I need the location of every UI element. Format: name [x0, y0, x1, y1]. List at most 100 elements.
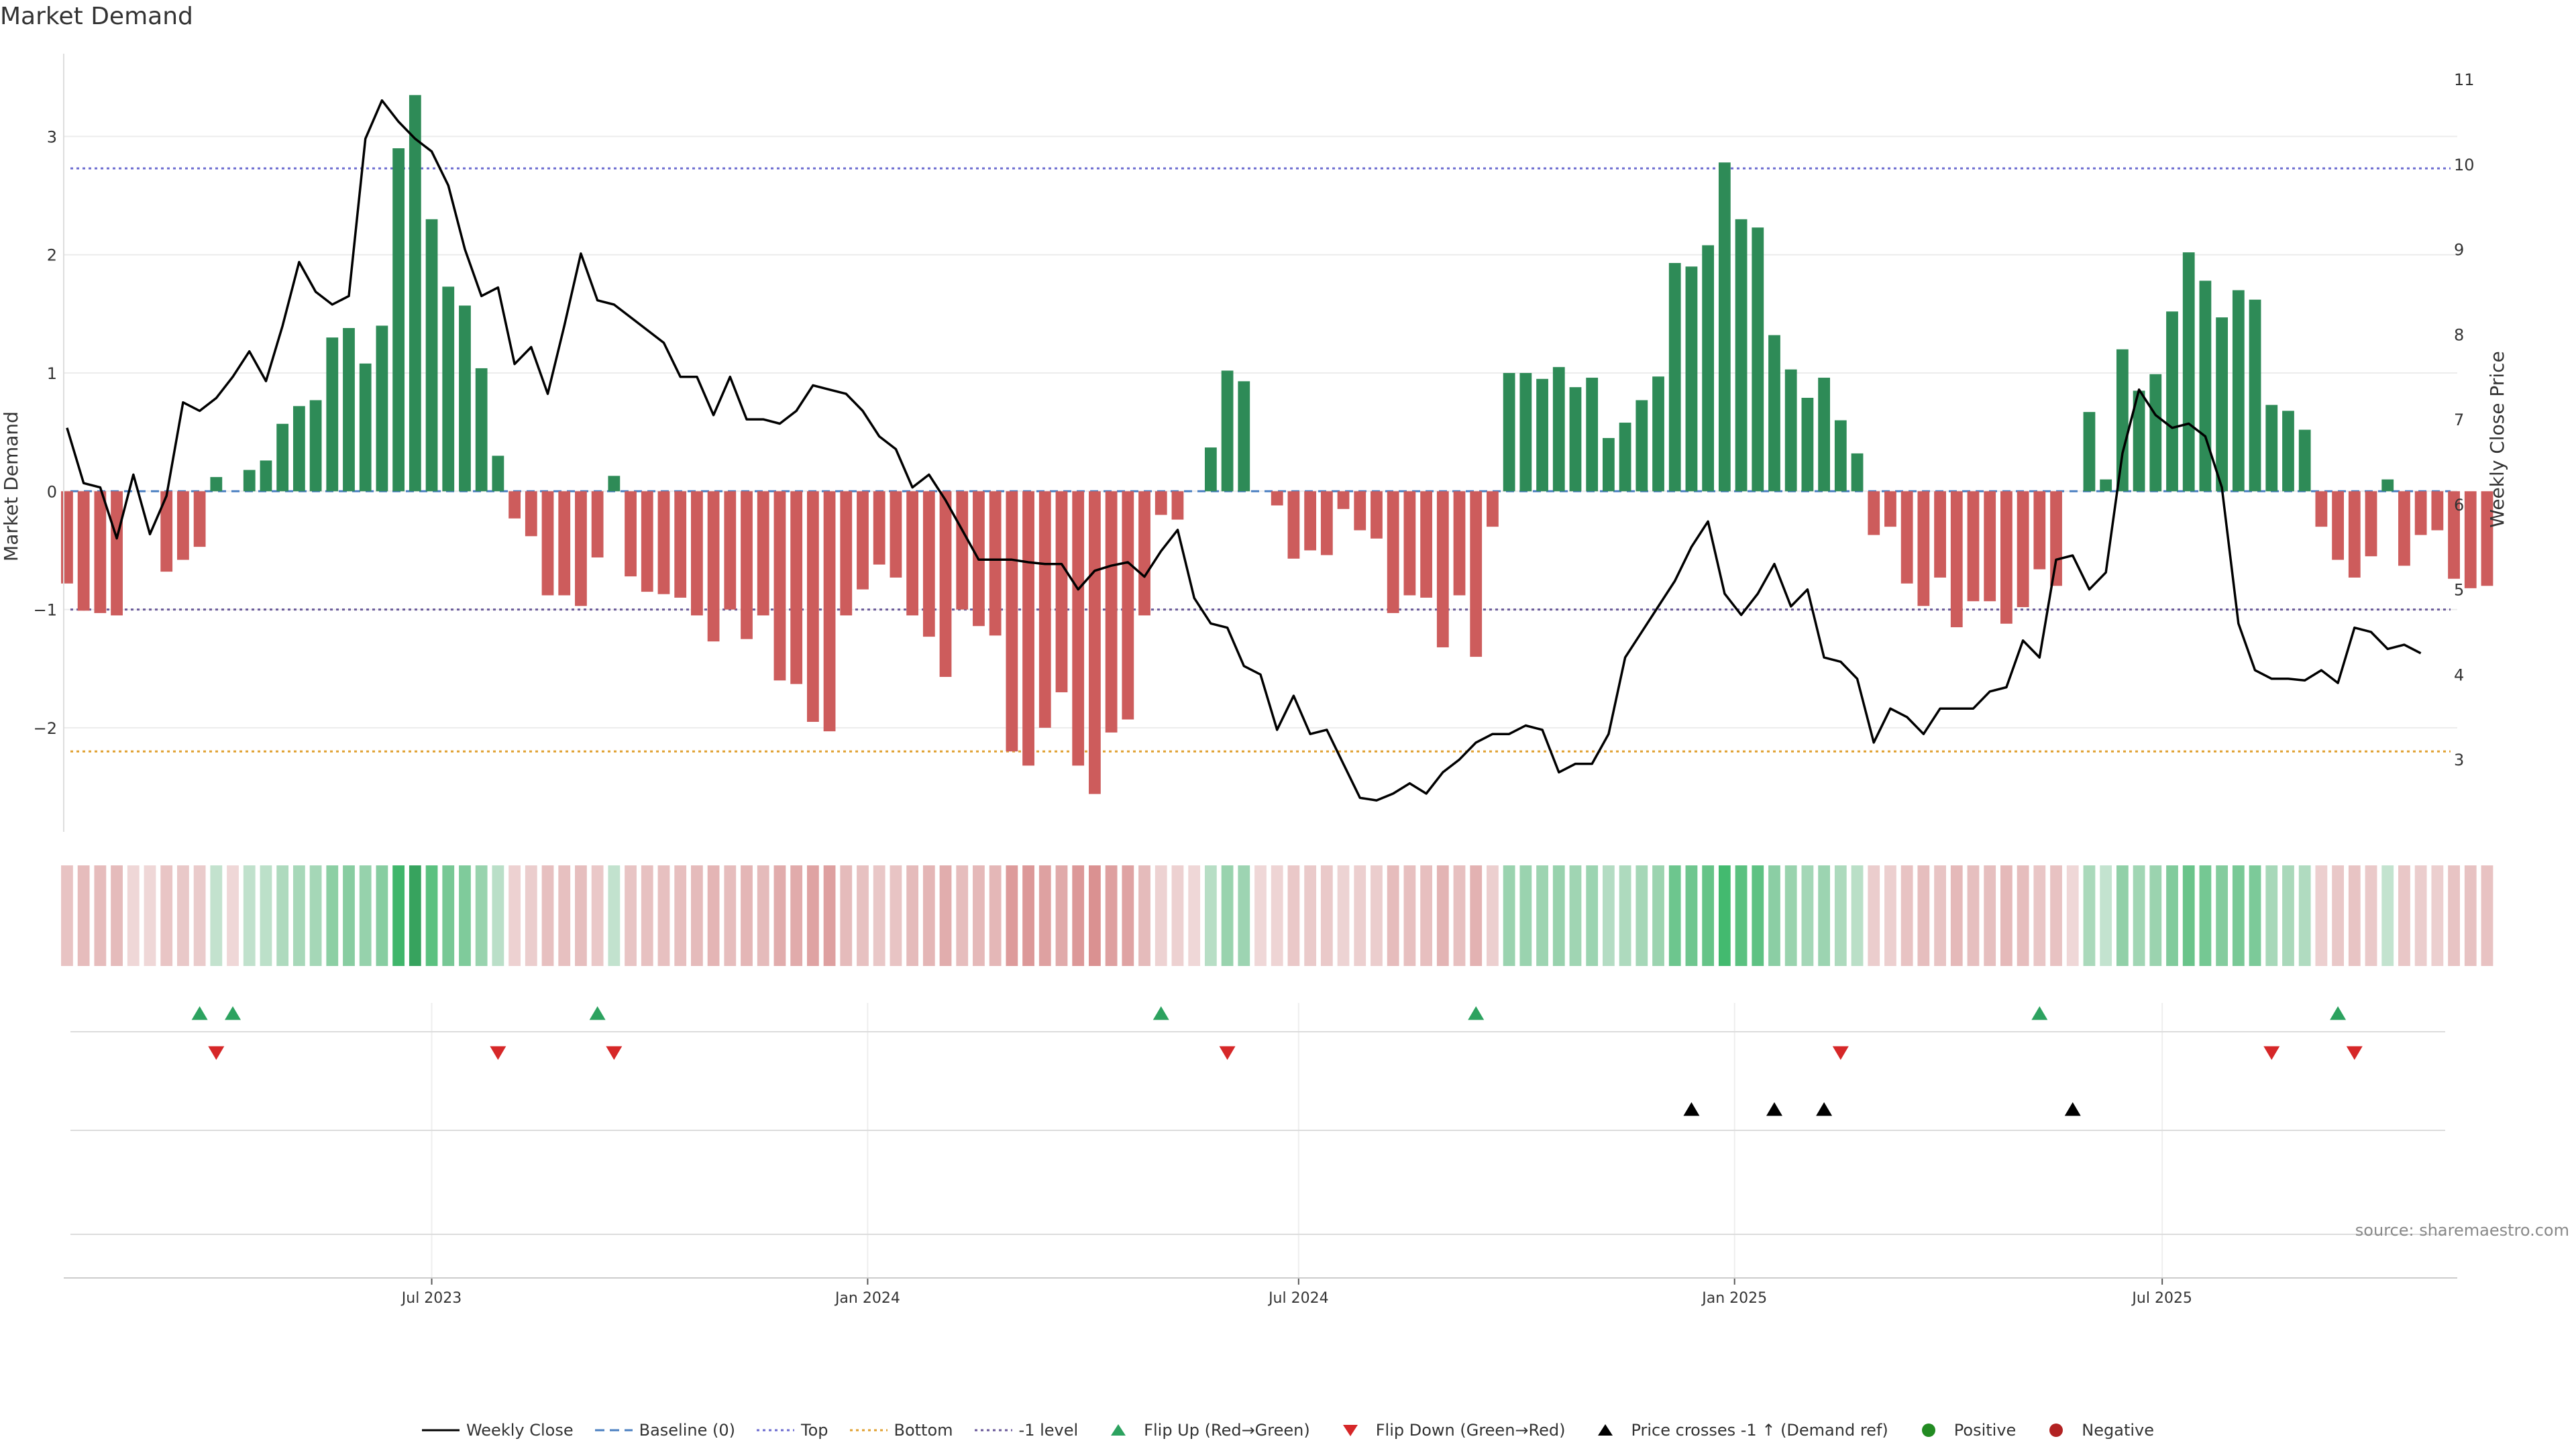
heat-cell	[1006, 865, 1018, 966]
demand-bar	[459, 305, 471, 492]
heat-cell	[1204, 865, 1217, 966]
heat-cell	[210, 865, 223, 966]
demand-bar	[1238, 381, 1250, 492]
demand-bar	[1006, 491, 1018, 752]
flip-up-marker	[1152, 1006, 1169, 1020]
demand-bar	[2100, 479, 2112, 492]
flip-down-marker	[1832, 1046, 1849, 1060]
demand-bar	[690, 491, 703, 616]
heat-cell	[1768, 865, 1780, 966]
heat-cell	[1089, 865, 1101, 966]
heat-cell	[409, 865, 421, 966]
demand-bar	[806, 491, 819, 722]
demand-bar	[922, 491, 935, 637]
heat-cell	[1784, 865, 1797, 966]
heat-cell	[591, 865, 604, 966]
heat-cell	[575, 865, 587, 966]
heat-cell	[525, 865, 537, 966]
demand-bar	[1403, 491, 1416, 596]
heat-cell	[2481, 865, 2493, 966]
demand-bar	[243, 470, 256, 492]
heat-cell	[806, 865, 819, 966]
demand-bar	[61, 491, 73, 584]
demand-bar	[890, 491, 902, 578]
demand-bar	[1271, 491, 1283, 506]
y2-axis-label: Weekly Close Price	[2486, 351, 2508, 527]
demand-bar	[1569, 387, 1582, 492]
legend-label: Positive	[1953, 1421, 2017, 1440]
heat-cell	[1155, 865, 1167, 966]
legend-swatch	[1111, 1424, 1126, 1436]
demand-bar	[1420, 491, 1432, 598]
demand-bar	[1436, 491, 1449, 647]
demand-bar	[525, 491, 537, 537]
demand-bar	[956, 491, 969, 610]
heat-cell	[608, 865, 621, 966]
heat-cell	[823, 865, 836, 966]
demand-bar	[575, 491, 587, 606]
heat-cell	[773, 865, 786, 966]
demand-bar	[1022, 491, 1034, 766]
weekly-close-line	[66, 99, 2422, 802]
demand-bar	[1702, 245, 1715, 492]
demand-bar	[2249, 299, 2261, 492]
demand-bar	[276, 423, 289, 492]
demand-bar	[1072, 491, 1085, 766]
heat-cell	[1371, 865, 1383, 966]
heat-cell	[1022, 865, 1034, 966]
heat-cell	[2216, 865, 2229, 966]
heat-cell	[144, 865, 156, 966]
demand-bar	[657, 491, 670, 594]
heat-cell	[2381, 865, 2394, 966]
heat-cell	[359, 865, 372, 966]
heat-cell	[1818, 865, 1831, 966]
demand-bar	[707, 491, 720, 642]
heat-cell	[1735, 865, 1748, 966]
demand-bar	[1685, 266, 1698, 492]
heat-cell	[425, 865, 438, 966]
demand-bar	[1138, 491, 1150, 616]
demand-bar	[773, 491, 786, 681]
demand-bar	[591, 491, 604, 558]
demand-bar	[492, 455, 504, 492]
y2-tick-label: 3	[2454, 751, 2464, 769]
heat-cell	[625, 865, 637, 966]
heat-cell	[1868, 865, 1880, 966]
legend-swatch	[1342, 1425, 1358, 1436]
chart-title: Market Demand	[0, 3, 193, 30]
heat-cell	[1105, 865, 1118, 966]
source-note: source: sharemaestro.com	[2355, 1221, 2569, 1240]
heat-cell	[1851, 865, 1864, 966]
demand-bar	[1105, 491, 1118, 733]
demand-bar	[939, 491, 952, 678]
heat-cell	[2348, 865, 2361, 966]
flip-up-marker	[225, 1006, 241, 1020]
heat-cell	[1403, 865, 1416, 966]
x-tick-label: Jan 2025	[1701, 1290, 1767, 1307]
heat-cell	[906, 865, 919, 966]
demand-bar	[1221, 370, 1234, 492]
heat-cell	[1536, 865, 1548, 966]
flip-up-marker	[2330, 1006, 2347, 1020]
heat-cell	[1752, 865, 1764, 966]
flip-down-marker	[490, 1046, 506, 1060]
heat-cell	[1320, 865, 1333, 966]
heat-cell	[1635, 865, 1648, 966]
demand-bar	[641, 491, 653, 592]
demand-bar	[840, 491, 853, 616]
flip-down-marker	[2263, 1046, 2280, 1060]
demand-bar	[210, 477, 223, 492]
y-tick-label: −2	[34, 719, 57, 738]
demand-bar	[1287, 491, 1300, 559]
price-cross-marker	[1766, 1102, 1782, 1116]
heat-cell	[2000, 865, 2012, 966]
heat-cell	[690, 865, 703, 966]
demand-bar	[1470, 491, 1483, 657]
demand-bar	[392, 148, 405, 492]
demand-bar	[1122, 491, 1134, 720]
demand-bar	[1652, 376, 1664, 492]
demand-bar	[2182, 252, 2195, 492]
heat-cell	[1487, 865, 1499, 966]
y2-tick-label: 10	[2454, 156, 2475, 174]
heat-cell	[1619, 865, 1631, 966]
